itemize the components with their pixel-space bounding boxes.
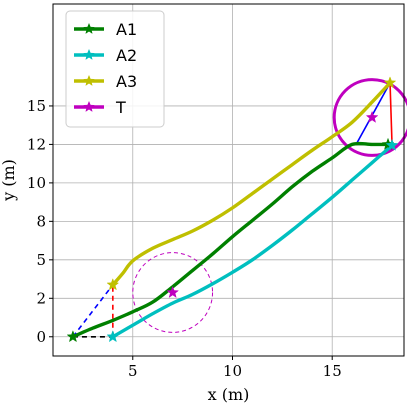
x-tick-label: 5: [128, 362, 138, 380]
y-tick-label: 0: [36, 328, 46, 346]
legend-label: A1: [116, 20, 137, 39]
legend-marker: [83, 74, 95, 86]
annotation-segment: [72, 284, 114, 338]
target-marker: [166, 285, 180, 298]
legend-marker: [83, 100, 95, 112]
target-marker: [365, 110, 379, 123]
legend-marker: [83, 48, 95, 60]
target-circle: [132, 252, 214, 333]
y-tick-label: 2: [36, 289, 46, 307]
series-line-a1: [71, 141, 390, 339]
legend-label: A3: [116, 72, 137, 91]
plot-frame: [52, 3, 405, 357]
series-line-a3: [111, 81, 392, 287]
legend-box: [65, 10, 165, 128]
series: [71, 81, 394, 339]
y-axis-ticks: 0 2 5 8 10 12 15: [27, 97, 53, 346]
y-tick-label: 5: [36, 251, 46, 269]
series-marker-a3: [106, 278, 120, 291]
series-marker-a1: [66, 330, 80, 343]
series-marker-a3: [383, 76, 397, 89]
series-marker-a2: [385, 138, 399, 151]
markers: [66, 76, 399, 343]
x-axis-ticks: 5 10 15: [128, 356, 342, 380]
x-tick-label: 15: [323, 362, 342, 380]
y-axis-label: y (m): [0, 159, 18, 202]
legend: A1 A2 A3 T: [65, 10, 165, 128]
legend-marker: [83, 22, 95, 34]
x-axis-label: x (m): [208, 385, 250, 404]
annotation-segment: [389, 82, 393, 145]
y-tick-label: 8: [36, 212, 46, 230]
series-marker-a2: [106, 330, 120, 343]
target-circle: [332, 78, 407, 157]
y-tick-label: 12: [27, 135, 46, 153]
legend-label: T: [115, 98, 126, 117]
series-line-a2: [111, 143, 394, 339]
x-tick-label: 10: [223, 362, 242, 380]
legend-label: A2: [116, 46, 137, 65]
y-tick-label: 10: [27, 174, 46, 192]
y-tick-label: 15: [27, 97, 46, 115]
